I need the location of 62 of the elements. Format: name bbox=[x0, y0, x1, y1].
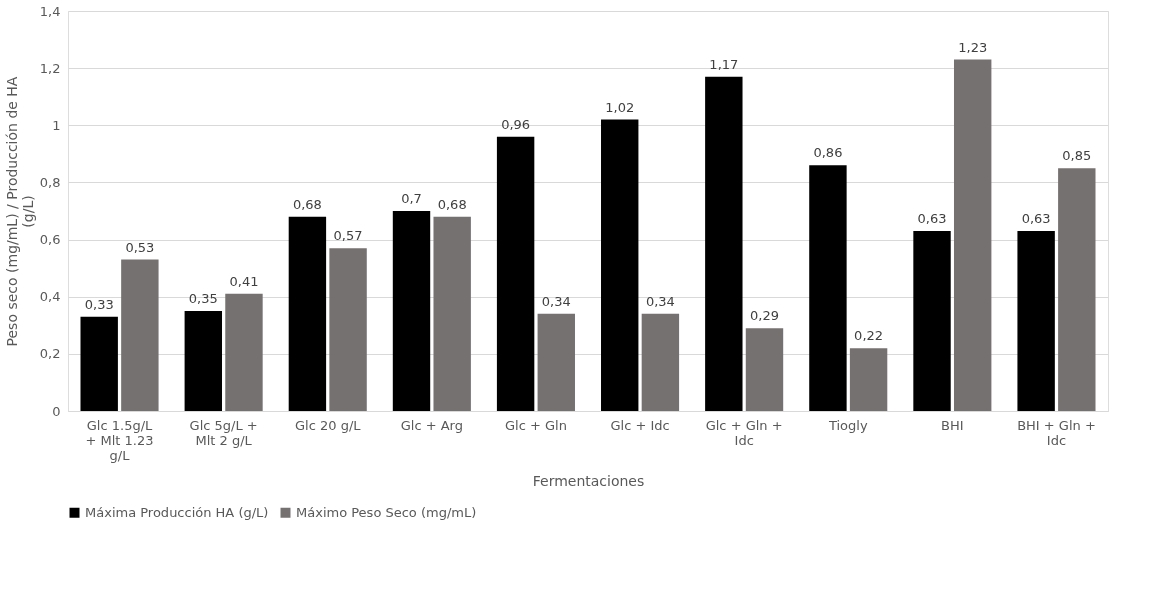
x-axis-title: Fermentaciones bbox=[532, 472, 645, 489]
x-tick-label: Tiogly bbox=[827, 417, 868, 433]
data-label: 0,33 bbox=[84, 296, 114, 312]
x-tick-label: BHI bbox=[941, 417, 964, 433]
bar bbox=[225, 293, 263, 411]
y-tick-label: 0,2 bbox=[39, 346, 61, 362]
data-label: 0,68 bbox=[437, 196, 467, 212]
data-label: 0,63 bbox=[917, 211, 947, 226]
data-label: 0,7 bbox=[401, 191, 422, 206]
bar bbox=[809, 165, 847, 411]
x-tick-label: Glc 20 g/L bbox=[294, 417, 362, 433]
x-tick-label: Glc + Gln bbox=[504, 417, 567, 433]
data-label: 0,29 bbox=[750, 308, 779, 324]
data-label: 0,34 bbox=[541, 293, 571, 309]
data-label: 0,96 bbox=[501, 116, 531, 132]
bar bbox=[849, 348, 888, 411]
bar bbox=[601, 119, 639, 411]
x-tick-label: Glc + Idc bbox=[610, 417, 670, 433]
y-tick-label: 1,4 bbox=[39, 3, 61, 19]
bar bbox=[392, 211, 431, 411]
bar bbox=[537, 313, 575, 411]
bar bbox=[913, 231, 951, 411]
y-tick-label: 1,2 bbox=[39, 60, 61, 76]
data-label: 0,63 bbox=[1021, 211, 1051, 226]
y-tick-label: 1 bbox=[52, 117, 61, 133]
data-label: 0,35 bbox=[188, 291, 218, 306]
data-label: 1,17 bbox=[709, 56, 739, 72]
bar bbox=[705, 76, 743, 411]
data-label: 0,53 bbox=[125, 239, 155, 255]
bar bbox=[433, 216, 471, 411]
data-label: 0,34 bbox=[645, 293, 675, 309]
data-label: 0,57 bbox=[333, 228, 363, 244]
data-label: 0,41 bbox=[229, 273, 259, 289]
data-label: 0,86 bbox=[813, 145, 843, 161]
data-label: 0,22 bbox=[854, 328, 884, 344]
data-label: 1,02 bbox=[605, 99, 635, 115]
bar bbox=[1017, 231, 1055, 411]
data-label: 0,68 bbox=[292, 196, 322, 212]
y-tick-label: 0,4 bbox=[39, 289, 61, 305]
x-tick-label: Glc + Arg bbox=[400, 417, 463, 433]
y-tick-label: 0,6 bbox=[39, 232, 61, 248]
bar bbox=[288, 216, 327, 411]
x-tick-label: Glc 5g/L + Mlt 2 g/L bbox=[189, 417, 258, 448]
bar bbox=[80, 316, 118, 411]
bar bbox=[745, 328, 784, 411]
x-tick-label: Glc + Gln + Idc bbox=[705, 417, 783, 448]
x-tick-label: Glc 1.5g/L + Mlt 1.23 g/L bbox=[85, 417, 154, 463]
legend-label: Máximo Peso Seco (mg/mL) bbox=[296, 504, 477, 520]
y-axis-title: Peso seco (mg/mL) / Producción de HA (g/L) bbox=[3, 76, 36, 347]
bar bbox=[184, 311, 223, 411]
bar bbox=[1058, 168, 1096, 411]
data-label: 0,85 bbox=[1062, 148, 1092, 164]
bar bbox=[329, 248, 367, 411]
data-label: 1,23 bbox=[958, 39, 988, 55]
bar bbox=[121, 259, 159, 411]
bar bbox=[953, 59, 992, 411]
bar bbox=[496, 136, 535, 411]
x-tick-label: BHI + Gln + Idc bbox=[1017, 417, 1096, 448]
legend-label: Máxima Producción HA (g/L) bbox=[85, 504, 269, 520]
bar bbox=[641, 313, 680, 411]
y-tick-label: 0 bbox=[52, 403, 61, 419]
y-tick-label: 0,8 bbox=[39, 174, 61, 190]
